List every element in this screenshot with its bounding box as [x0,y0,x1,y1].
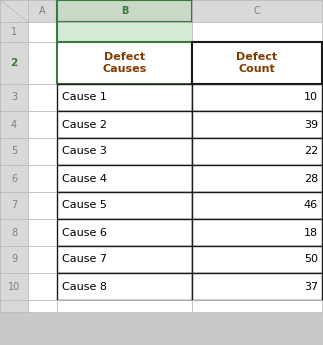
Text: A: A [39,6,46,16]
Bar [0,300,28,312]
Bar [28,84,57,111]
Bar [192,300,322,312]
Bar [192,219,322,246]
Text: 8: 8 [11,227,17,237]
Text: 6: 6 [11,174,17,184]
Text: Defect
Causes: Defect Causes [102,52,147,74]
Bar [57,84,192,111]
Text: 4: 4 [11,119,17,129]
Bar [28,138,57,165]
Bar [192,22,322,42]
Text: 50: 50 [304,255,318,265]
Bar [57,192,192,219]
Text: C: C [254,6,260,16]
Bar [0,22,28,42]
Bar [57,219,192,246]
Text: 5: 5 [11,147,17,157]
Text: 7: 7 [11,200,17,210]
Bar [192,0,322,22]
Bar [57,22,192,42]
Bar [192,111,322,138]
Bar [57,165,192,192]
Bar [28,219,57,246]
Bar [28,273,57,300]
Text: Cause 6: Cause 6 [62,227,107,237]
Text: 37: 37 [304,282,318,292]
Bar [57,0,192,22]
Text: 28: 28 [304,174,318,184]
Text: Cause 1: Cause 1 [62,92,107,102]
Text: 3: 3 [11,92,17,102]
Bar [192,84,322,111]
Bar [28,192,57,219]
Bar [192,165,322,192]
Bar [57,111,192,138]
Bar [28,300,57,312]
Text: 22: 22 [304,147,318,157]
Bar [0,273,28,300]
Bar [28,111,57,138]
Bar [192,246,322,273]
Text: 9: 9 [11,255,17,265]
Bar [0,42,28,84]
Text: Cause 8: Cause 8 [62,282,107,292]
Text: 18: 18 [304,227,318,237]
Text: Cause 5: Cause 5 [62,200,107,210]
Bar [192,138,322,165]
Bar [192,273,322,300]
Text: Cause 3: Cause 3 [62,147,107,157]
Bar [0,219,28,246]
Bar [57,42,192,84]
Bar [0,138,28,165]
Bar [0,192,28,219]
Text: 10: 10 [304,92,318,102]
Text: Cause 7: Cause 7 [62,255,107,265]
Bar [0,84,28,111]
Text: 39: 39 [304,119,318,129]
Bar [192,42,322,84]
Bar [28,42,57,84]
Text: Cause 2: Cause 2 [62,119,107,129]
Text: 2: 2 [10,58,18,68]
Bar [28,22,57,42]
Bar [0,0,28,22]
Text: 10: 10 [8,282,20,292]
Bar [57,273,192,300]
Bar [28,165,57,192]
Bar [28,0,57,22]
Bar [0,165,28,192]
Bar [57,300,192,312]
Bar [0,246,28,273]
Bar [192,192,322,219]
Bar [28,246,57,273]
Text: B: B [121,6,128,16]
Bar [57,138,192,165]
Bar [57,246,192,273]
Text: Defect
Count: Defect Count [236,52,277,74]
Text: Cause 4: Cause 4 [62,174,107,184]
Bar [0,111,28,138]
Text: 46: 46 [304,200,318,210]
Text: 1: 1 [11,27,17,37]
